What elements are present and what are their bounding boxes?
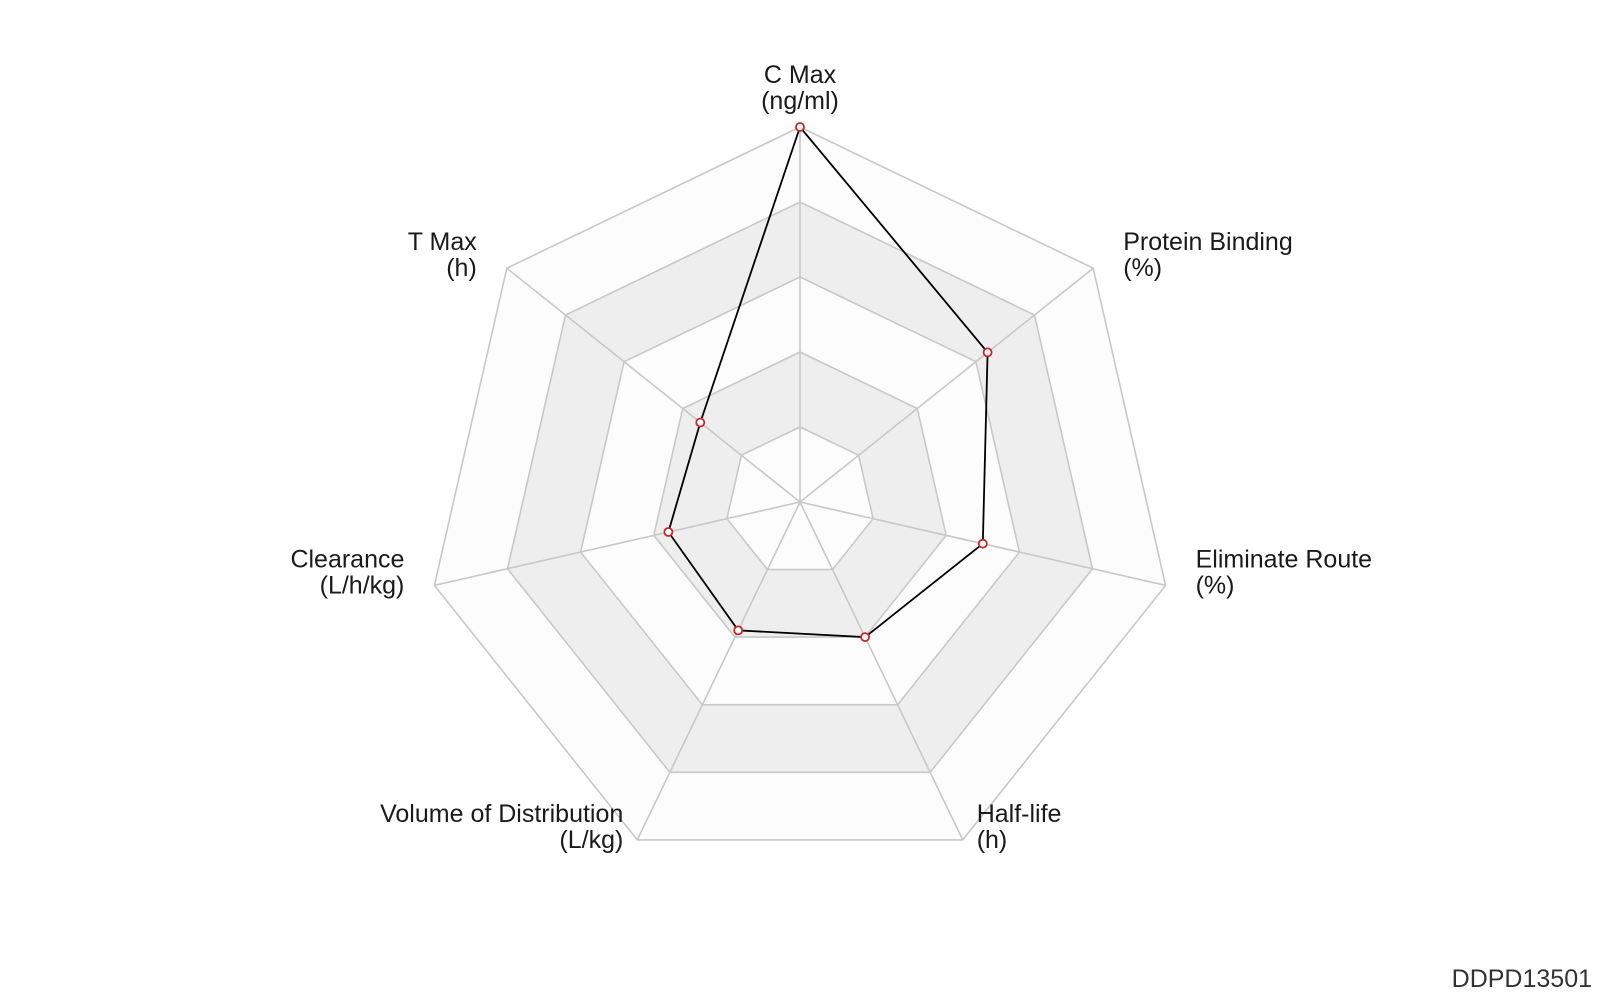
axis-label-2: Eliminate Route (%)	[1196, 545, 1372, 599]
axis-unit: (%)	[1123, 254, 1162, 282]
series-line	[667, 125, 989, 639]
data-point-3	[860, 632, 870, 642]
watermark-id: DDPD13501	[1451, 965, 1592, 993]
spoke-5	[434, 501, 801, 587]
axis-label-3: Half-life (h)	[977, 800, 1062, 854]
axis-unit: (ng/ml)	[761, 87, 839, 115]
radar-points	[663, 122, 993, 642]
axis-name: Volume of Distribution	[380, 800, 623, 828]
data-point-1	[982, 347, 993, 358]
spoke-4	[636, 501, 801, 841]
axis-label-6: T Max (h)	[408, 228, 477, 282]
axis-unit: (L/h/kg)	[320, 571, 405, 599]
data-point-6	[695, 417, 706, 428]
axis-unit: (%)	[1196, 571, 1235, 599]
axis-label-5: Clearance (L/h/kg)	[290, 545, 404, 599]
spoke-3	[799, 501, 964, 841]
axis-name: C Max	[764, 61, 837, 89]
spoke-6	[506, 267, 801, 503]
axis-unit: (h)	[977, 826, 1008, 854]
data-point-0	[795, 122, 805, 132]
axis-labels: C Max (ng/ml)Protein Binding (%)Eliminate …	[290, 61, 1372, 854]
axis-name: T Max	[408, 228, 477, 256]
axis-name: Protein Binding	[1123, 228, 1293, 256]
axis-unit: (h)	[446, 254, 477, 282]
data-point-5	[663, 527, 674, 537]
axis-label-0: C Max (ng/ml)	[761, 61, 839, 115]
axis-name: Eliminate Route	[1196, 545, 1372, 573]
axis-label-4: Volume of Distribution (L/kg)	[380, 800, 623, 854]
radar-series	[667, 125, 989, 639]
spoke-1	[799, 267, 1094, 503]
data-point-4	[733, 625, 744, 636]
axis-label-1: Protein Binding (%)	[1123, 228, 1293, 282]
radar-spokes	[434, 127, 1166, 841]
axis-name: Half-life	[977, 800, 1062, 828]
axis-name: Clearance	[290, 545, 404, 573]
data-point-2	[977, 538, 988, 549]
axis-unit: (L/kg)	[559, 826, 623, 854]
